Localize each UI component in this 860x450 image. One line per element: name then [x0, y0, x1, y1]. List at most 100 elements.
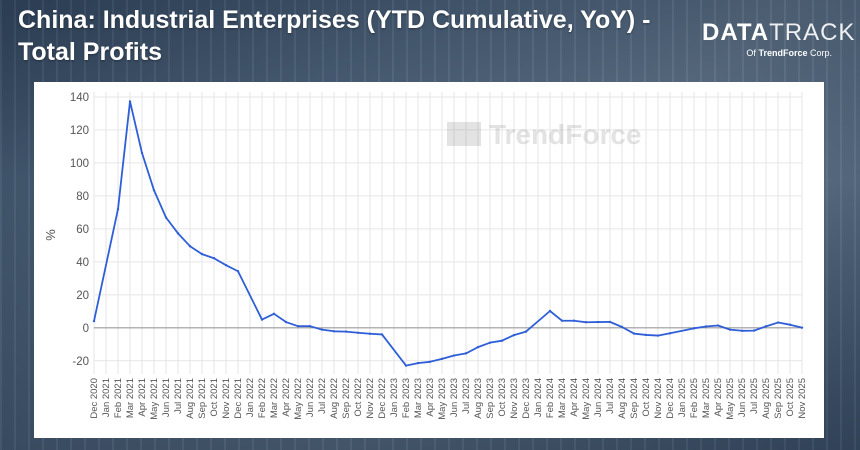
- x-tick-label: Dec 2020: [89, 378, 100, 419]
- data-point: [116, 207, 120, 211]
- logo-sub-prefix: Of: [746, 48, 756, 58]
- data-point: [284, 320, 288, 324]
- x-tick-label: Feb 2024: [545, 378, 556, 418]
- x-tick-label: Oct 2021: [209, 378, 220, 417]
- x-tick-label: Sep 2021: [197, 378, 208, 419]
- data-point: [764, 325, 768, 328]
- x-tick-label: Apr 2024: [569, 378, 580, 417]
- x-tick-label: Jun 2023: [449, 378, 460, 417]
- x-tick-label: Apr 2025: [713, 378, 724, 417]
- y-tick-label: 40: [76, 257, 89, 269]
- logo-sub-brand: TrendForce: [758, 48, 808, 58]
- x-tick-label: Jun 2022: [305, 378, 316, 417]
- x-tick-label: Jul 2025: [749, 378, 760, 414]
- data-point: [716, 324, 720, 327]
- x-tick-label: Sep 2023: [485, 378, 496, 419]
- data-point: [476, 345, 480, 349]
- x-tick-label: Mar 2025: [701, 378, 712, 418]
- y-tick-label: 20: [76, 290, 89, 302]
- x-tick-label: Mar 2023: [413, 378, 424, 418]
- data-point: [740, 329, 744, 332]
- data-point: [656, 334, 660, 337]
- y-tick-label: 60: [76, 224, 89, 236]
- x-tick-label: Nov 2021: [221, 378, 232, 419]
- data-point: [752, 329, 756, 332]
- data-point: [560, 319, 564, 322]
- x-tick-label: Nov 2022: [365, 378, 376, 419]
- datatrack-logo: DATATRACK Of TrendForce Corp.: [702, 19, 854, 60]
- x-tick-label: Sep 2024: [629, 378, 640, 419]
- gridlines: [93, 92, 803, 374]
- data-point: [632, 332, 636, 335]
- x-tick-label: Mar 2022: [269, 378, 280, 418]
- x-tick-label: Feb 2021: [113, 378, 124, 418]
- data-point: [572, 319, 576, 322]
- y-tick-label: -20: [72, 356, 89, 368]
- x-tick-label: May 2023: [437, 378, 448, 420]
- logo-main-light: TRACK: [769, 19, 856, 46]
- x-tick-label: Feb 2023: [401, 378, 412, 418]
- y-axis-label: %: [43, 229, 58, 241]
- data-point: [152, 189, 156, 192]
- data-point: [728, 328, 732, 331]
- x-tick-label: Nov 2024: [653, 378, 664, 419]
- x-tick-label: Jul 2023: [461, 378, 472, 414]
- x-tick-label: Aug 2024: [617, 378, 628, 419]
- x-tick-label: Jun 2024: [593, 378, 604, 417]
- watermark-text: TrendForce: [489, 119, 641, 150]
- x-tick-label: Apr 2021: [137, 378, 148, 417]
- x-tick-label: Dec 2023: [521, 378, 532, 419]
- x-tick-label: Apr 2023: [425, 378, 436, 417]
- data-point: [332, 330, 336, 333]
- data-point: [296, 324, 300, 328]
- data-point: [692, 327, 696, 330]
- data-point: [488, 341, 492, 344]
- x-tick-label: Oct 2023: [497, 378, 508, 417]
- x-tick-label: May 2022: [293, 378, 304, 420]
- x-axis-ticks: Dec 2020 Jan 2021 Feb 2021 Mar 2021 Apr 2021…: [89, 378, 808, 420]
- data-point: [308, 324, 312, 328]
- data-point: [644, 333, 648, 337]
- data-point: [416, 361, 420, 365]
- y-tick-label: 100: [70, 158, 89, 170]
- x-tick-label: Feb 2022: [257, 378, 268, 418]
- data-point: [164, 216, 168, 219]
- page-title: China: Industrial Enterprises (YTD Cumul…: [18, 6, 651, 66]
- logo-wordmark: DATATRACK: [702, 19, 854, 46]
- x-tick-label: Nov 2025: [797, 378, 808, 419]
- x-tick-label: Aug 2023: [473, 378, 484, 419]
- data-point: [212, 257, 216, 260]
- data-point: [260, 318, 264, 321]
- logo-main-bold: DATA: [702, 19, 770, 46]
- data-point: [776, 321, 780, 324]
- data-point: [368, 332, 372, 335]
- y-tick-label: 120: [70, 125, 89, 137]
- data-point: [500, 339, 504, 342]
- x-tick-label: Jun 2025: [737, 378, 748, 417]
- x-tick-label: Sep 2025: [773, 378, 784, 419]
- data-point: [200, 252, 204, 256]
- x-tick-label: Jun 2021: [161, 378, 172, 417]
- data-point: [620, 325, 624, 329]
- x-tick-label: Dec 2021: [233, 378, 244, 419]
- x-tick-label: Oct 2025: [785, 378, 796, 417]
- x-tick-label: Mar 2021: [125, 378, 136, 418]
- data-point: [428, 360, 432, 363]
- data-point: [344, 330, 348, 333]
- x-tick-label: Nov 2023: [509, 378, 520, 419]
- x-tick-label: Dec 2022: [377, 378, 388, 419]
- x-tick-label: Jan 2025: [677, 378, 688, 417]
- data-point: [224, 263, 228, 267]
- logo-sub-suffix: Corp.: [809, 48, 832, 58]
- y-tick-label: 140: [70, 92, 89, 104]
- data-point: [452, 354, 456, 357]
- y-tick-label: 80: [76, 191, 89, 203]
- y-tick-label: 0: [83, 323, 89, 335]
- data-point: [176, 232, 180, 235]
- data-point: [320, 328, 324, 331]
- data-point: [524, 330, 528, 333]
- data-point: [140, 151, 144, 155]
- line-chart: TrendForce -20 0 20 40 60 80 100 120 140 Dec 202…: [43, 92, 808, 420]
- x-tick-label: Jul 2022: [317, 378, 328, 414]
- watermark: TrendForce: [447, 119, 641, 150]
